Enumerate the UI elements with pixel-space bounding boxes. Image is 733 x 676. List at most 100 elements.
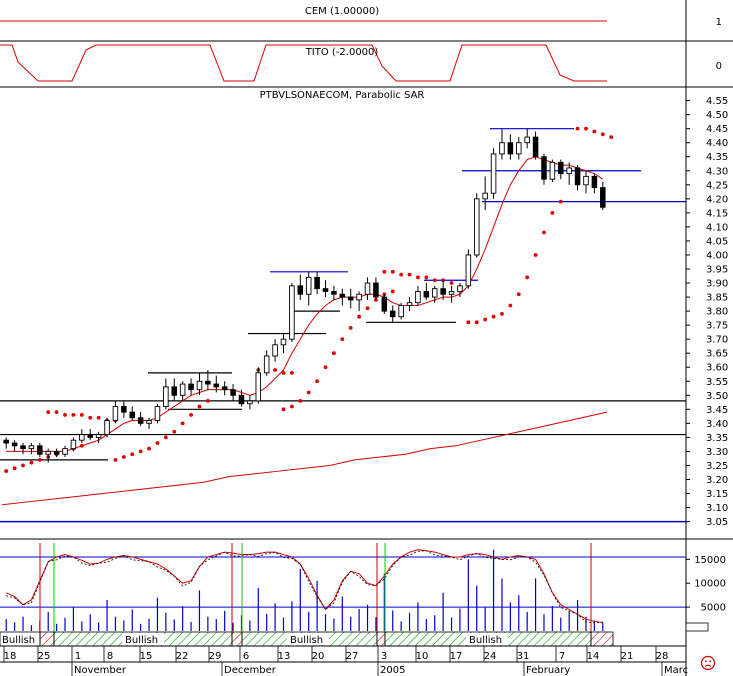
x-tick-label: 20: [312, 651, 325, 662]
candle-body: [558, 161, 564, 175]
x-tick-label: 28: [656, 651, 669, 662]
candle-body: [45, 450, 51, 455]
candle-body: [490, 153, 497, 194]
state-label: Bullish: [469, 635, 502, 646]
candle-body: [532, 136, 539, 158]
x-tick-label: 8: [107, 651, 113, 662]
x-tick-label: 6: [243, 651, 249, 662]
price-tick-label: 4.10: [706, 222, 728, 233]
candle-body: [448, 291, 455, 295]
tito-line: [0, 44, 607, 82]
candle-body: [389, 310, 396, 318]
sar-dot: [306, 390, 311, 395]
price-tick-label: 3.05: [706, 517, 728, 528]
candle-body: [331, 291, 337, 295]
price-tick-label: 3.20: [706, 475, 728, 486]
state-label-bg: [287, 633, 329, 645]
state-bearish-3: [376, 631, 386, 647]
x-tick-label: 25: [38, 651, 51, 662]
x-tick-label: 1: [75, 651, 81, 662]
sar-dot: [558, 199, 563, 204]
sar-dot: [399, 272, 404, 277]
sar-dot: [432, 278, 437, 283]
candle-body: [272, 344, 278, 357]
cem-panel: CEM (1.00000) 1: [0, 6, 722, 28]
sar-dot: [71, 413, 76, 417]
price-tick-label: 4.00: [706, 250, 728, 261]
candle-body: [415, 291, 421, 304]
sar-dot: [130, 452, 135, 457]
volume-tick-label: 15000: [694, 555, 726, 566]
sar-dot: [500, 312, 504, 316]
candle-body: [574, 167, 581, 186]
price-tick-label: 3.90: [706, 279, 728, 290]
candle-body: [465, 254, 472, 287]
candle-body: [516, 142, 522, 155]
sar-dot: [340, 337, 345, 342]
sar-dot: [550, 210, 555, 215]
price-tick-label: 4.25: [706, 180, 728, 191]
sar-dot: [147, 446, 151, 451]
tito-tick: 0: [716, 61, 722, 72]
candle-body: [507, 142, 514, 155]
sar-dot: [516, 292, 521, 297]
sar-dot: [416, 275, 420, 280]
sar-dot: [525, 275, 530, 280]
sar-dot: [600, 132, 605, 137]
price-tick-label: 3.75: [706, 321, 728, 332]
candle-body: [70, 439, 77, 450]
candle-body: [79, 434, 85, 441]
state-label-bg: [466, 633, 508, 645]
x-tick-label: 31: [517, 651, 530, 662]
candle-body: [11, 442, 18, 447]
sar-dot: [96, 415, 101, 420]
price-tick-label: 3.85: [706, 293, 728, 304]
x-tick-label: 24: [484, 651, 497, 662]
price-tick-label: 3.70: [706, 335, 728, 346]
sar-dot: [37, 457, 42, 462]
sar-dot: [357, 314, 362, 319]
sar-dot: [79, 413, 84, 417]
candle-body: [62, 448, 68, 455]
sar-dot: [155, 441, 160, 445]
price-tick-label: 4.55: [706, 96, 728, 107]
price-tick-label: 4.45: [706, 124, 728, 135]
sad-face-icon[interactable]: [700, 655, 716, 671]
x-tick-label: 10: [416, 651, 429, 662]
x-tick-label: 13: [278, 651, 291, 662]
candle-body: [583, 175, 589, 186]
x-tick-label: 17: [450, 651, 463, 662]
candle-body: [247, 400, 253, 405]
candle-body: [112, 406, 119, 421]
price-tick-label: 3.30: [706, 447, 728, 458]
sar-dot: [483, 317, 488, 322]
sar-dot: [542, 230, 546, 235]
candle-body: [129, 411, 136, 419]
scale-box: [685, 622, 709, 632]
sar-dot: [205, 399, 210, 403]
candle-body: [154, 406, 161, 421]
sar-dot: [21, 463, 25, 468]
price-tick-label: 3.15: [706, 489, 728, 500]
candle-body: [339, 293, 346, 298]
price-tick-label: 3.65: [706, 349, 728, 360]
sar-dot: [474, 320, 479, 325]
sar-dot: [323, 365, 328, 370]
candle-body: [406, 302, 413, 306]
sar-dot: [424, 275, 429, 280]
x-tick-label: 14: [587, 651, 600, 662]
price-tick-label: 3.25: [706, 461, 728, 472]
sar-dot: [609, 135, 614, 139]
candle-body: [423, 291, 430, 298]
sar-dot: [348, 326, 353, 330]
price-panel: PTBVLSONAECOM, Parabolic SAR 4.55 4.50 4.4…: [0, 90, 728, 528]
candle-body: [398, 305, 404, 318]
candle-body: [314, 276, 320, 290]
sar-dot: [281, 370, 286, 375]
sar-dot: [592, 129, 597, 134]
candle-body: [373, 282, 379, 298]
candle-body: [121, 406, 127, 413]
sar-dot: [163, 435, 168, 440]
candle-body: [238, 394, 245, 405]
